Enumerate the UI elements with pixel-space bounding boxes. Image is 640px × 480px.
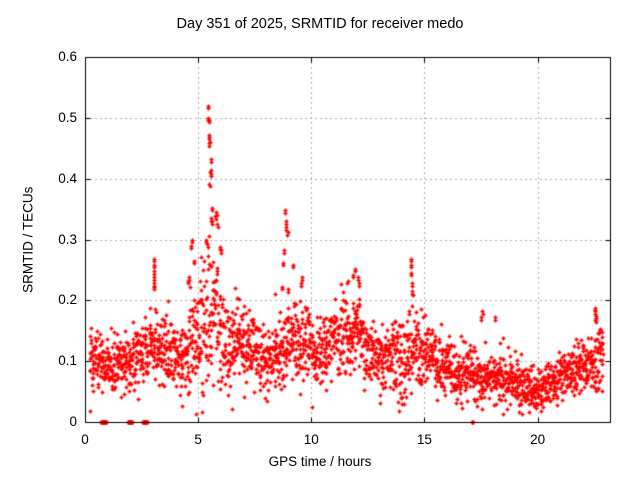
x-tick-label: 15 <box>416 432 432 447</box>
y-tick-label: 0.6 <box>58 49 77 64</box>
y-tick-label: 0.2 <box>58 292 77 308</box>
y-tick-label: 0.1 <box>58 353 77 369</box>
x-tick-label: 20 <box>530 432 546 447</box>
chart-title: Day 351 of 2025, SRMTID for receiver med… <box>176 16 464 32</box>
y-tick-label: 0.4 <box>58 170 77 186</box>
x-tick-label: 5 <box>194 432 202 447</box>
y-tick-label: 0 <box>69 414 77 429</box>
x-tick-label: 10 <box>303 432 319 447</box>
y-tick-label: 0.3 <box>58 231 77 247</box>
y-tick-label: 0.5 <box>58 109 77 125</box>
x-tick-label: 0 <box>81 432 89 447</box>
x-axis-label: GPS time / hours <box>268 454 372 469</box>
